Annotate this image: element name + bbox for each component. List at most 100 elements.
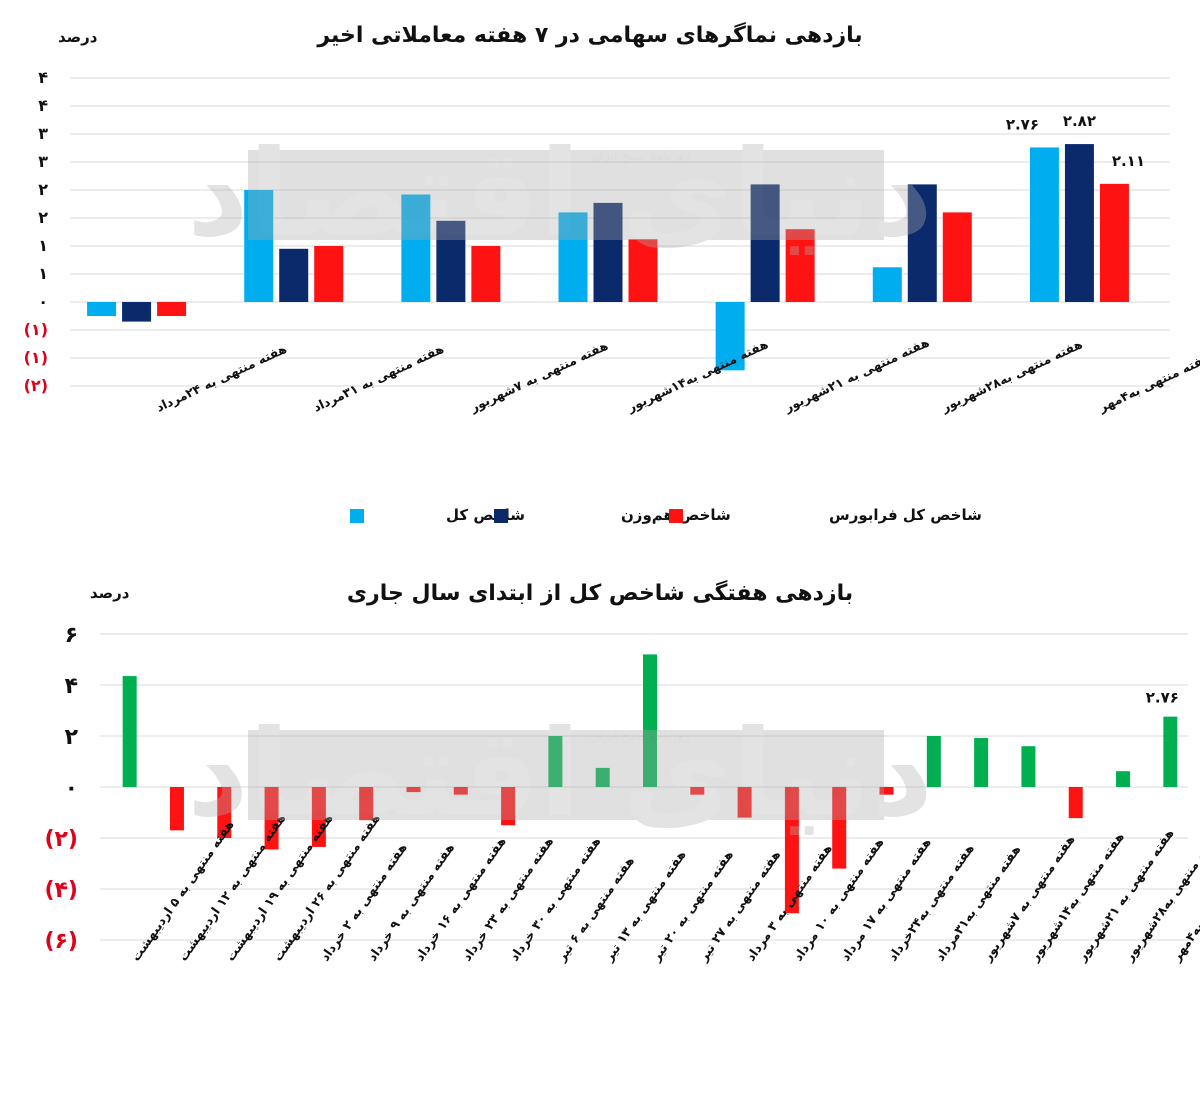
x-axis-categories: هفته منتهی به ۲۴مرداد هفته منتهی به ۳۱مرد…: [154, 334, 1200, 415]
watermark-bottom: دنیای اقتصاد روزنامه صبح ایران: [187, 705, 933, 844]
bar-farabourse: [628, 239, 658, 302]
x-category-label: هفته منتهی به ۳۱مرداد: [311, 341, 446, 415]
y-axis-ticks: (۶) (۴) (۲) ۰ ۲ ۴ ۶: [44, 623, 78, 954]
bar: [926, 736, 941, 787]
bar: [548, 736, 563, 787]
returns-chart: بازدهی نماگرهای سهامی در ۷ هفته معاملاتی…: [24, 21, 1200, 524]
x-category-label: هفته منتهی به ۲۴مرداد: [154, 341, 289, 415]
bar: [217, 787, 232, 838]
bar-farabourse: [314, 246, 344, 302]
y-tick-label: ۱: [38, 236, 48, 255]
legend-item-farabourse-index: شاخص کل فرابورس: [669, 506, 982, 524]
y-unit-label: درصد: [90, 584, 130, 602]
x-category-label: هفته منتهی به۱۴شهریور: [624, 336, 770, 415]
y-tick-label: ۶: [65, 623, 78, 648]
y-tick-label: (۴): [44, 878, 78, 903]
bar-farabourse: [785, 229, 815, 302]
watermark-band: [248, 730, 884, 820]
y-unit-label: درصد: [58, 28, 98, 46]
bar-total: [1029, 147, 1059, 302]
legend-swatch-farabourse: [669, 509, 683, 523]
bar: [879, 787, 894, 795]
bar-total: [872, 267, 902, 302]
bar: [1068, 787, 1083, 819]
bar-equal-weight: [907, 184, 937, 302]
x-category-label: هفته منتهی به ۱۷ مرداد: [837, 835, 933, 964]
x-category-label: هفته منتهی به ۱۶ خرداد: [412, 834, 509, 964]
y-tick-label: ۰: [38, 292, 48, 311]
bar: [737, 787, 752, 818]
data-label: ۲.۱۱: [1112, 152, 1145, 170]
x-category-label: هفته منتهی به ۲۷ تیر: [695, 847, 783, 964]
bar-total: [401, 194, 431, 302]
y-tick-label: (۱): [24, 348, 48, 367]
bar: [832, 787, 847, 869]
y-axis-ticks: (۲) (۱) (۱) ۰ ۱ ۱ ۲ ۲ ۳ ۳ ۴ ۴: [24, 68, 49, 395]
y-tick-label: ۳: [38, 124, 48, 143]
bar-total: [715, 302, 745, 371]
x-category-label: هفته منتهی به۲۴خرداد: [885, 841, 977, 964]
bar: [264, 787, 279, 850]
bar: [453, 787, 468, 795]
bar: [643, 654, 657, 787]
bar-total: [244, 190, 274, 302]
bar-farabourse: [942, 212, 972, 302]
x-category-label: هفته منتهی به۳۱مرداد: [932, 842, 1023, 964]
y-tick-label: (۲): [24, 376, 48, 395]
bar-farabourse: [157, 302, 187, 316]
x-category-label: هفته منتهی به ۳۰ خرداد: [506, 834, 603, 964]
y-tick-label: ۰: [65, 776, 78, 801]
bar: [784, 787, 799, 914]
bar: [359, 787, 374, 821]
bar: [406, 787, 421, 793]
data-label: ۲.۷۶: [1146, 689, 1179, 707]
data-labels: ۲.۷۶ ۲.۸۲ ۲.۱۱: [1006, 112, 1145, 170]
x-category-label: هفته منتهی به ۷شهریور: [979, 832, 1078, 964]
bars: [122, 654, 1178, 914]
data-label: ۲.۷۶: [1006, 115, 1039, 133]
watermark-logo: دنیای اقتصاد: [187, 125, 933, 264]
chart-title: بازدهی هفتگی شاخص کل از ابتدای سال جاری: [347, 579, 853, 606]
bar: [974, 738, 989, 787]
legend-label-farabourse: شاخص کل فرابورس: [829, 506, 982, 524]
bar-total: [87, 302, 117, 316]
x-category-label: هفته منتهی به ۲ خرداد: [317, 840, 410, 964]
bar-equal-weight: [593, 202, 623, 302]
x-category-label: هفته منتهی به ۲۱شهریور: [1073, 826, 1176, 965]
y-tick-label: (۶): [44, 929, 78, 954]
y-tick-label: (۲): [44, 827, 78, 852]
y-tick-label: (۱): [24, 320, 48, 339]
x-category-label: هفته منتهی به۱۴شهریور: [1026, 829, 1127, 964]
bar: [1021, 746, 1036, 787]
bar: [169, 787, 184, 831]
y-tick-label: ۴: [38, 68, 48, 87]
chart-title: بازدهی نماگرهای سهامی در ۷ هفته معاملاتی…: [316, 21, 862, 48]
bar: [595, 767, 610, 787]
data-label: ۲.۸۲: [1063, 112, 1096, 130]
bar-equal-weight: [436, 220, 466, 302]
bar-equal-weight: [750, 184, 780, 302]
bar: [501, 787, 516, 826]
bar-equal-weight: [279, 248, 309, 302]
x-category-label: هفته منتهی به ۷شهریور: [467, 338, 610, 416]
bar: [311, 787, 326, 847]
watermark-band: [248, 150, 884, 240]
x-category-label: هفته منتهی به۲۸شهریور: [938, 336, 1084, 415]
watermark-caption: روزنامه صبح ایران: [590, 149, 690, 164]
bar: [1116, 771, 1131, 787]
y-tick-label: ۲: [38, 208, 48, 227]
bars: [87, 144, 1129, 371]
y-tick-label: ۴: [65, 674, 78, 699]
y-tick-label: ۳: [38, 152, 48, 171]
bar-farabourse: [1099, 183, 1129, 302]
y-tick-label: ۲: [38, 180, 48, 199]
x-category-label: هفته منتهی به ۲۳ خرداد: [459, 834, 556, 964]
x-category-label: هفته منتهی به ۱۳ تیر: [600, 847, 688, 964]
bar-farabourse: [471, 246, 501, 302]
y-tick-label: ۲: [65, 725, 79, 750]
bar-total: [558, 212, 588, 302]
y-tick-label: ۴: [38, 96, 48, 115]
legend-label-total: شاخص کل: [446, 506, 525, 524]
watermark-caption: روزنامه صبح ایران: [590, 729, 690, 744]
